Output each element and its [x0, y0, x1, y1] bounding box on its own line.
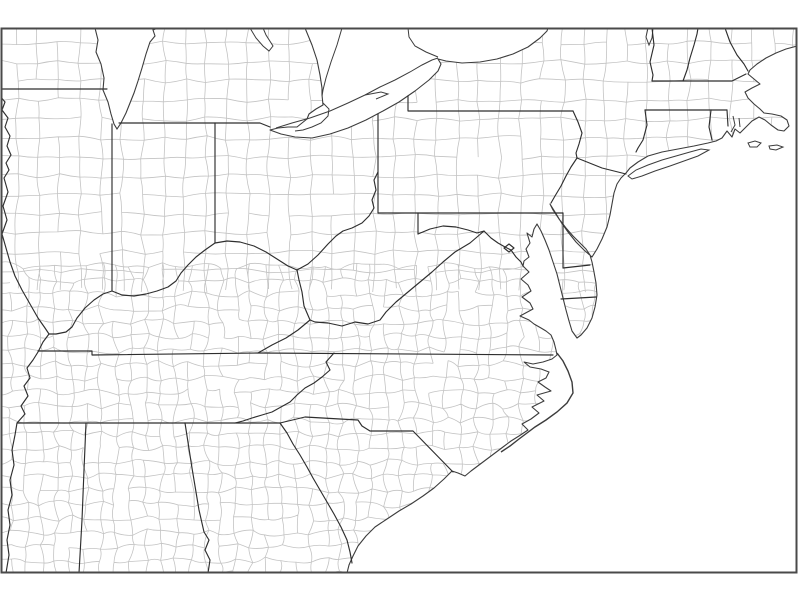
map-frame — [0, 27, 798, 574]
vermont-newhampshire-border — [682, 29, 699, 82]
lake-champlain — [645, 29, 654, 47]
newhampshire-maine-border — [724, 29, 749, 72]
newyork-vermont-border — [649, 29, 655, 82]
coastline-and-lakeshores — [94, 29, 796, 572]
kentucky-tennessee-virginia-northcarolina-border — [37, 350, 554, 356]
atlantic-ocean — [347, 46, 796, 572]
lake-ontario-west-shore — [407, 29, 439, 58]
saginaw-bay-shoreline — [250, 29, 274, 52]
state-boundaries — [2, 29, 749, 572]
newyork-connecticut-border — [635, 109, 648, 153]
maryland-virginia-delmarva-border — [560, 296, 597, 300]
westvirginia-virginia-border — [309, 230, 485, 327]
lake-stclair-detroit-shore — [294, 102, 330, 132]
long-island — [627, 148, 711, 180]
marthas-vineyard-island — [747, 140, 762, 148]
district-of-columbia-border — [503, 243, 515, 253]
massachusetts-north-border — [651, 73, 747, 82]
ohio-river-border — [48, 171, 379, 335]
tennessee-northcarolina-border — [234, 352, 335, 424]
newyork-pennsylvania-border — [407, 95, 574, 112]
lake-erie-ontario-shoreline — [269, 29, 549, 139]
water-and-canada-mask — [95, 29, 796, 572]
northcarolina-southcarolina-border — [279, 416, 454, 473]
kentucky-virginia-westvirginia-border — [257, 269, 311, 354]
lake-huron-canada-shore — [321, 29, 343, 97]
michigan-indiana-ohio-border — [118, 122, 271, 128]
alabama-georgia-border — [184, 422, 211, 572]
rhodeisland-massachusetts-border — [726, 109, 729, 127]
mississippi-river-border — [2, 97, 50, 572]
delaware-maryland-border — [562, 212, 591, 269]
outer-banks — [500, 352, 574, 453]
potomac-river-border — [417, 225, 524, 267]
great-lakes-and-canada — [270, 29, 548, 138]
nantucket-island — [768, 144, 785, 151]
lake-erie-north-shore — [275, 57, 439, 129]
narragansett-bay — [730, 115, 741, 133]
georgia-southcarolina-border — [279, 422, 353, 564]
saginaw-bay — [250, 29, 273, 51]
newyork-newjersey-border — [576, 157, 627, 175]
mississippi-alabama-border — [78, 422, 87, 572]
connecticut-rhodeisland-border — [708, 109, 713, 141]
atlantic-coastline — [346, 45, 796, 572]
lake-michigan — [95, 29, 156, 129]
long-point-spur — [364, 91, 390, 100]
